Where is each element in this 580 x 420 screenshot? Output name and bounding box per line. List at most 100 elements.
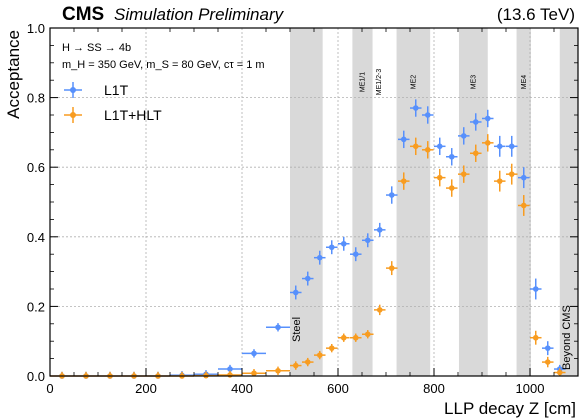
data-point-l1t-hlt xyxy=(422,141,434,159)
status-label: Simulation Preliminary xyxy=(114,5,285,24)
masses-label: m_H = 350 GeV, m_S = 80 GeV, cτ = 1 m xyxy=(62,59,265,71)
y-tick-label: 1.0 xyxy=(27,21,45,36)
marker xyxy=(484,115,491,122)
process-label: H → SS → 4b xyxy=(62,42,131,54)
x-axis-title: LLP decay Z [cm] xyxy=(444,399,576,418)
data-point-l1t xyxy=(290,285,302,300)
marker xyxy=(544,359,551,365)
marker xyxy=(304,359,311,365)
x-tick-label: 200 xyxy=(135,381,157,396)
data-point-l1t-hlt xyxy=(362,330,374,339)
data-point-l1t-hlt xyxy=(434,168,446,187)
marker xyxy=(496,178,503,184)
marker xyxy=(520,202,527,209)
marker xyxy=(532,334,539,341)
data-point-l1t xyxy=(530,278,542,300)
data-point-l1t xyxy=(386,186,398,204)
data-point-l1t-hlt xyxy=(398,172,410,190)
series-l1t-hlt xyxy=(50,134,566,379)
data-point-l1t xyxy=(542,341,554,356)
region-label-steel: Steel xyxy=(291,317,303,342)
marker xyxy=(472,119,479,125)
region-band-steel xyxy=(290,28,323,376)
data-point-l1t-hlt xyxy=(218,370,242,378)
data-point-l1t-hlt xyxy=(302,357,314,367)
axes: 0 200 400 600 800 1000 0.0 0.2 0.4 0.6 0.8 1.0 xyxy=(27,21,579,396)
data-point-l1t xyxy=(314,250,326,265)
data-point-l1t-hlt xyxy=(554,368,566,376)
marker xyxy=(328,345,335,351)
marker xyxy=(292,289,299,296)
marker xyxy=(508,143,515,150)
data-point-l1t xyxy=(482,109,494,128)
legend-marker-l1t-dot xyxy=(70,87,76,93)
marker xyxy=(460,171,467,177)
data-point-l1t xyxy=(338,236,350,251)
marker xyxy=(508,171,515,177)
data-point-l1t xyxy=(362,233,374,248)
data-point-l1t-hlt xyxy=(242,369,266,377)
data-point-l1t-hlt xyxy=(314,350,326,360)
energy-label: (13.6 TeV) xyxy=(497,5,575,24)
marker xyxy=(364,237,371,244)
region-band-me2 xyxy=(396,28,431,376)
marker xyxy=(412,143,419,150)
region-band-beyond-cms xyxy=(559,28,578,376)
data-point-l1t xyxy=(506,135,518,157)
x-tick-label: 800 xyxy=(423,381,445,396)
experiment-label: CMS xyxy=(62,4,104,25)
marker xyxy=(412,105,419,111)
data-point-l1t xyxy=(494,135,506,157)
marker xyxy=(376,227,383,233)
x-tick-label: 400 xyxy=(231,381,253,396)
marker xyxy=(400,178,407,184)
data-point-l1t xyxy=(470,113,482,131)
data-point-l1t xyxy=(266,323,290,332)
data-point-l1t-hlt xyxy=(374,304,386,316)
data-point-l1t xyxy=(374,222,386,237)
region-label-me2: ME2 xyxy=(410,75,417,90)
data-point-l1t xyxy=(434,137,446,156)
data-point-l1t-hlt xyxy=(146,371,170,379)
data-point-l1t-hlt xyxy=(338,333,350,342)
data-point-l1t xyxy=(518,167,530,189)
marker xyxy=(400,136,407,143)
region-labels: Steel ME1/1 ME1/2-3 ME2 ME3 ME4 Beyond CMS xyxy=(291,69,573,370)
marker xyxy=(227,366,233,372)
marker xyxy=(352,334,359,341)
x-tick-label: 600 xyxy=(327,381,349,396)
marker xyxy=(424,147,431,153)
legend: L1T L1T+HLT xyxy=(64,82,162,123)
x-tick-label: 1000 xyxy=(516,381,545,396)
marker xyxy=(364,331,371,338)
marker xyxy=(275,324,281,331)
data-point-l1t-hlt xyxy=(410,137,422,156)
detector-regions xyxy=(290,28,578,376)
marker xyxy=(376,307,383,313)
marker xyxy=(436,143,443,150)
region-label-beyond-cms: Beyond CMS xyxy=(561,305,573,370)
data-point-l1t-hlt xyxy=(50,371,74,379)
y-tick-label: 0.0 xyxy=(27,369,45,384)
region-label-me4: ME4 xyxy=(521,75,528,90)
marker xyxy=(328,244,335,251)
data-point-l1t xyxy=(242,349,266,358)
legend-label-hlt: L1T+HLT xyxy=(104,107,162,123)
marker xyxy=(496,143,503,150)
legend-label-l1t: L1T xyxy=(104,82,129,98)
marker xyxy=(340,334,347,341)
data-point-l1t-hlt xyxy=(74,371,98,379)
data-point-l1t-hlt xyxy=(446,179,458,197)
marker xyxy=(352,251,359,257)
marker xyxy=(316,352,323,358)
data-point-l1t-hlt xyxy=(290,361,302,370)
region-label-me3: ME3 xyxy=(470,75,477,90)
marker xyxy=(227,372,233,378)
data-point-l1t-hlt xyxy=(482,134,494,152)
data-point-l1t xyxy=(326,240,338,255)
marker xyxy=(388,192,395,198)
marker xyxy=(520,174,527,181)
data-point-l1t-hlt xyxy=(194,371,218,379)
marker xyxy=(388,265,395,271)
